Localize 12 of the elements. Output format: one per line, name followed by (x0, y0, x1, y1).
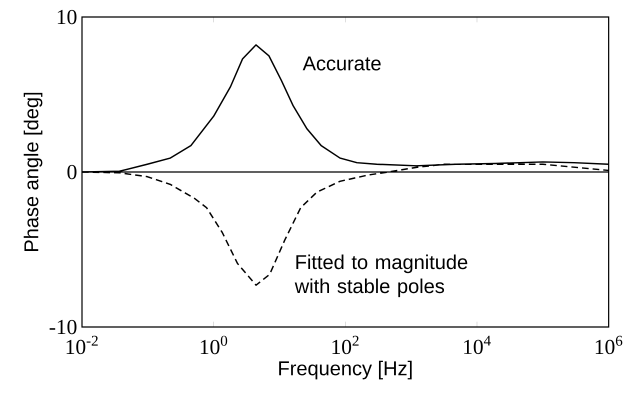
x-tick-label: 10$^{4}$ (464, 336, 491, 354)
y-tick-label: 10 (58, 10, 76, 24)
x-tick-label: 10$^{6}$ (596, 336, 622, 354)
y-tick-label: -10 (50, 320, 76, 334)
y-tick-label: 0 (67, 164, 76, 180)
y-axis-title: Phase angle [deg] (24, 92, 42, 251)
x-tick-label: 10$^{-2}$ (66, 336, 98, 354)
x-axis-title: Frequency [Hz] (279, 360, 412, 380)
annotation: Accurate (302, 56, 381, 70)
x-tick-label: 10$^{2}$ (332, 336, 359, 354)
x-tick-label: 10$^{0}$ (200, 336, 228, 354)
annotation: Fitted to magnitude with stable poles (294, 254, 468, 298)
